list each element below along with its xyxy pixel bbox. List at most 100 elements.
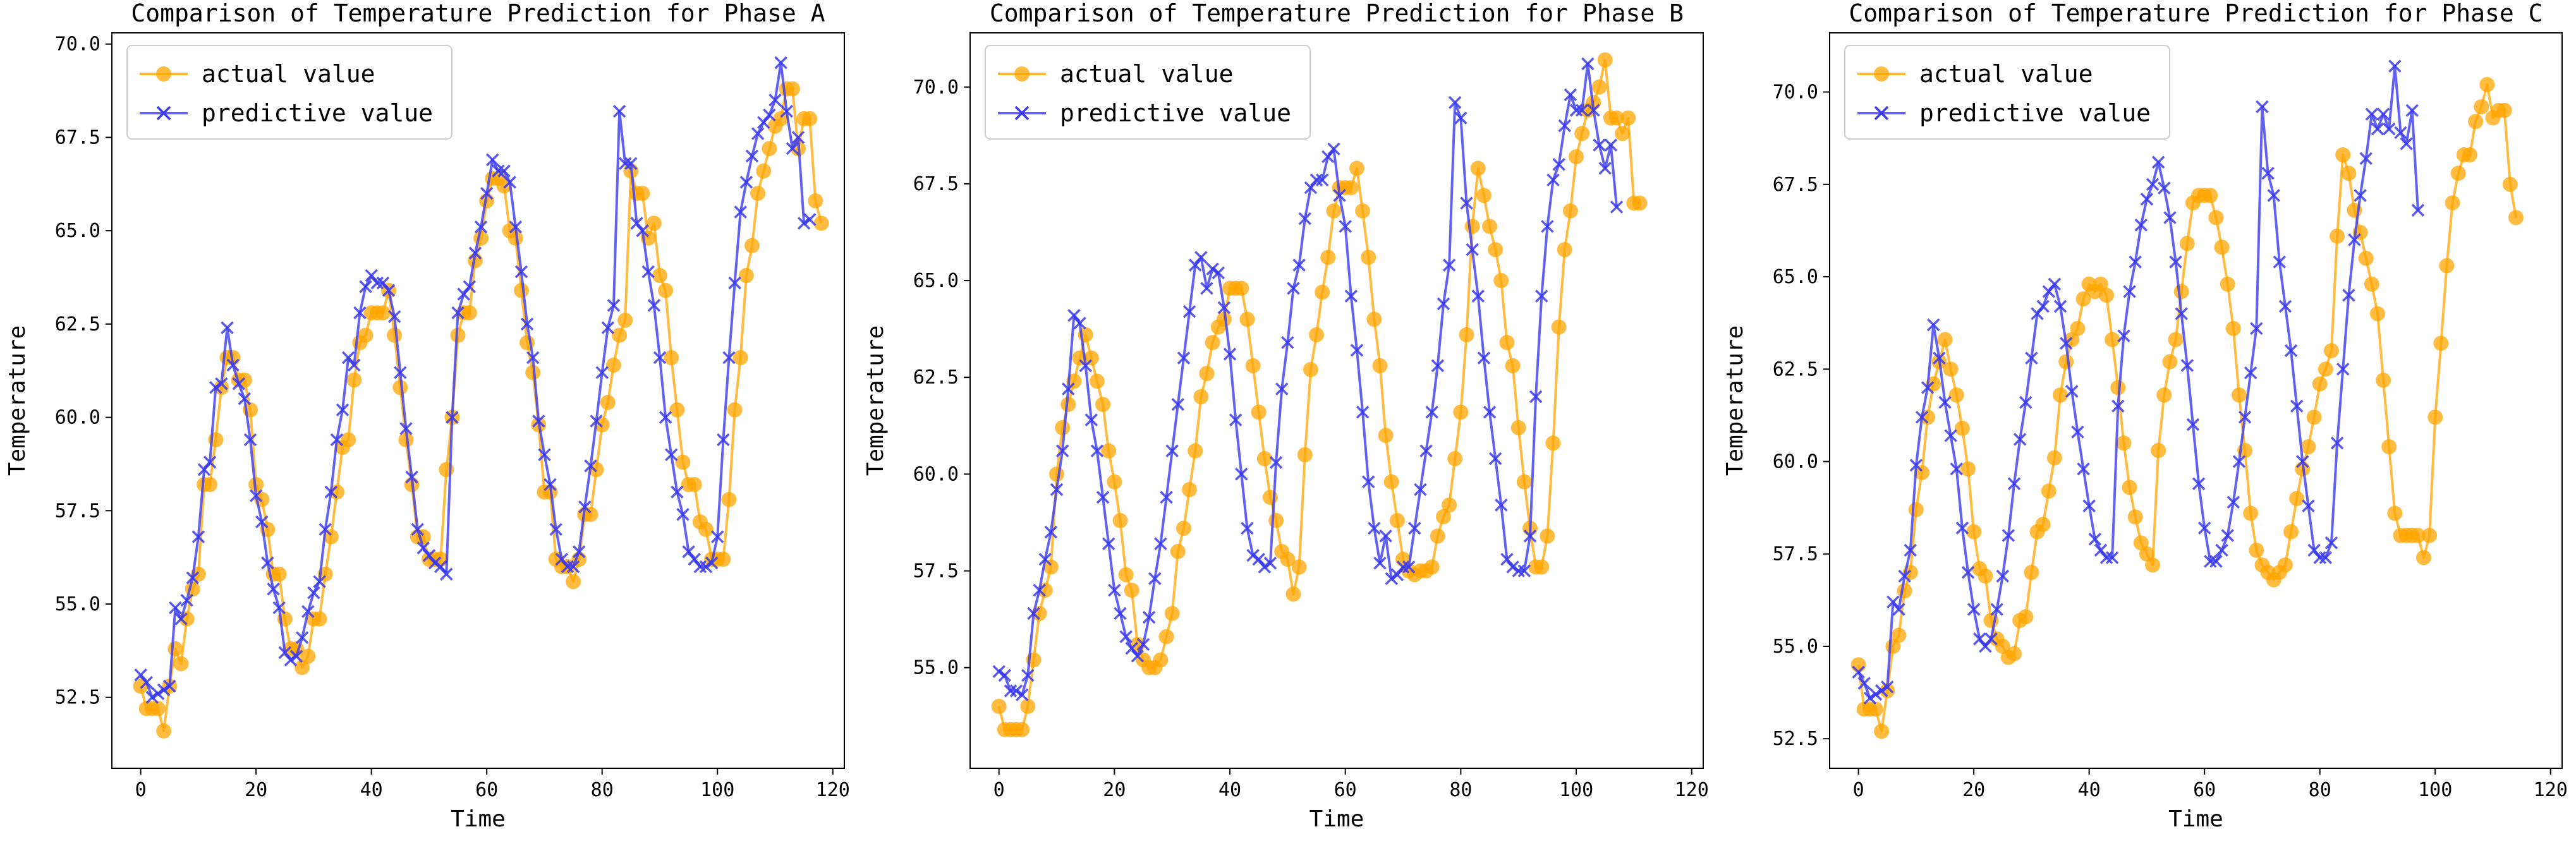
predictive-point-stroke bbox=[745, 149, 759, 163]
predictive-point bbox=[2129, 255, 2142, 269]
predictive-point-stroke bbox=[1881, 680, 1894, 694]
predictive-point bbox=[1033, 583, 1046, 597]
y-tick-label: 57.5 bbox=[55, 500, 100, 522]
y-tick-label: 70.0 bbox=[55, 33, 100, 56]
predictive-point-stroke bbox=[2036, 299, 2050, 313]
predictive-point-stroke bbox=[786, 142, 799, 155]
predictive-point-stroke bbox=[1067, 308, 1081, 322]
predictive-point bbox=[2099, 551, 2113, 564]
predictive-point-stroke bbox=[1402, 560, 1416, 574]
predictive-point bbox=[756, 116, 770, 130]
y-axis-label: Temperature bbox=[1722, 325, 1748, 476]
predictive-point bbox=[1569, 104, 1583, 117]
predictive-point-stroke bbox=[1984, 632, 1998, 646]
actual-point bbox=[1060, 397, 1076, 413]
actual-point bbox=[1361, 250, 1376, 265]
actual-point bbox=[600, 394, 616, 410]
predictive-point bbox=[676, 507, 690, 521]
actual-point bbox=[1430, 528, 1445, 544]
predictive-point bbox=[2197, 521, 2211, 535]
predictive-point-stroke bbox=[1449, 96, 1462, 109]
legend: actual value predictive value bbox=[985, 45, 1311, 140]
predictive-point bbox=[2031, 307, 2044, 320]
predictive-point-stroke bbox=[2077, 462, 2090, 476]
predictive-point bbox=[2163, 211, 2177, 224]
predictive-point-stroke bbox=[612, 104, 626, 118]
actual-point bbox=[2018, 609, 2034, 625]
predictive-point-stroke bbox=[1390, 568, 1404, 581]
actual-point bbox=[1850, 657, 1866, 673]
predictive-point-stroke bbox=[1874, 684, 1888, 698]
predictive-point bbox=[763, 108, 776, 122]
legend-marker-x bbox=[156, 106, 171, 121]
legend-label: predictive value bbox=[1060, 99, 1291, 127]
predictive-point bbox=[2134, 218, 2148, 232]
predictive-point-stroke bbox=[1593, 138, 1606, 152]
actual-point bbox=[1355, 203, 1371, 219]
predictive-point bbox=[1229, 413, 1242, 426]
predictive-point-stroke bbox=[1904, 543, 1917, 557]
predictive-point-stroke bbox=[440, 567, 453, 581]
actual-point bbox=[133, 679, 149, 694]
legend-label: predictive value bbox=[202, 99, 433, 127]
actual-point bbox=[2312, 376, 2328, 392]
predictive-point-stroke bbox=[1171, 397, 1185, 411]
predictive-point bbox=[607, 299, 621, 312]
predictive-point bbox=[416, 541, 430, 555]
predictive-point-stroke bbox=[1090, 444, 1104, 457]
actual-point bbox=[156, 723, 172, 739]
actual-point bbox=[1615, 126, 1631, 142]
actual-point bbox=[2450, 166, 2466, 181]
x-axis-label: Time bbox=[2168, 806, 2223, 832]
predictive-point-stroke bbox=[664, 448, 678, 461]
predictive-point-stroke bbox=[2232, 455, 2246, 468]
predictive-point-stroke bbox=[319, 523, 332, 536]
legend-label: actual value bbox=[202, 60, 375, 88]
predictive-point-stroke bbox=[2082, 499, 2096, 512]
predictive-point-stroke bbox=[1500, 552, 1514, 566]
actual-point bbox=[2300, 439, 2316, 455]
predictive-point bbox=[272, 601, 286, 615]
predictive-point-stroke bbox=[1315, 173, 1329, 187]
actual-point bbox=[1914, 465, 1930, 481]
predictive-point-stroke bbox=[2290, 399, 2304, 413]
actual-point bbox=[167, 641, 183, 656]
predictive-point bbox=[243, 433, 257, 447]
y-tick-label: 67.5 bbox=[913, 173, 959, 195]
predictive-point bbox=[1321, 150, 1335, 164]
predictive-point bbox=[1206, 262, 1219, 275]
actual-point bbox=[1516, 474, 1532, 490]
predictive-point bbox=[348, 358, 361, 372]
predictive-point bbox=[1857, 677, 1871, 690]
predictive-point bbox=[1263, 557, 1277, 570]
predictive-point bbox=[1356, 406, 1370, 419]
predictive-point bbox=[1212, 266, 1225, 280]
predictive-point-stroke bbox=[348, 358, 361, 372]
predictive-point-stroke bbox=[2197, 521, 2211, 535]
predictive-point bbox=[1275, 382, 1289, 396]
predictive-point bbox=[1546, 173, 1560, 187]
predictive-point-stroke bbox=[1339, 220, 1352, 233]
predictive-point bbox=[203, 456, 217, 469]
actual-point bbox=[358, 327, 374, 343]
actual-point bbox=[1897, 583, 1912, 599]
actual-point bbox=[329, 484, 344, 500]
y-tick-label: 70.0 bbox=[913, 76, 959, 99]
actual-point bbox=[2208, 210, 2224, 226]
predictive-point-stroke bbox=[538, 448, 551, 461]
predictive-point-stroke bbox=[1892, 603, 1905, 616]
predictive-point-stroke bbox=[2371, 122, 2385, 136]
predictive-point-stroke bbox=[2031, 307, 2044, 320]
predictive-point-stroke bbox=[1298, 212, 1312, 226]
actual-point bbox=[2214, 239, 2230, 255]
x-axis-label: Time bbox=[1309, 806, 1364, 832]
y-tick-label: 60.0 bbox=[1773, 451, 1818, 473]
predictive-point bbox=[590, 414, 603, 428]
predictive-point bbox=[1223, 347, 1237, 361]
predictive-point-stroke bbox=[272, 601, 286, 615]
actual-point bbox=[2479, 76, 2495, 92]
predictive-point bbox=[151, 687, 165, 701]
actual-point bbox=[588, 462, 604, 478]
x-tick-label: 120 bbox=[2534, 779, 2568, 801]
actual-series bbox=[1850, 76, 2524, 739]
